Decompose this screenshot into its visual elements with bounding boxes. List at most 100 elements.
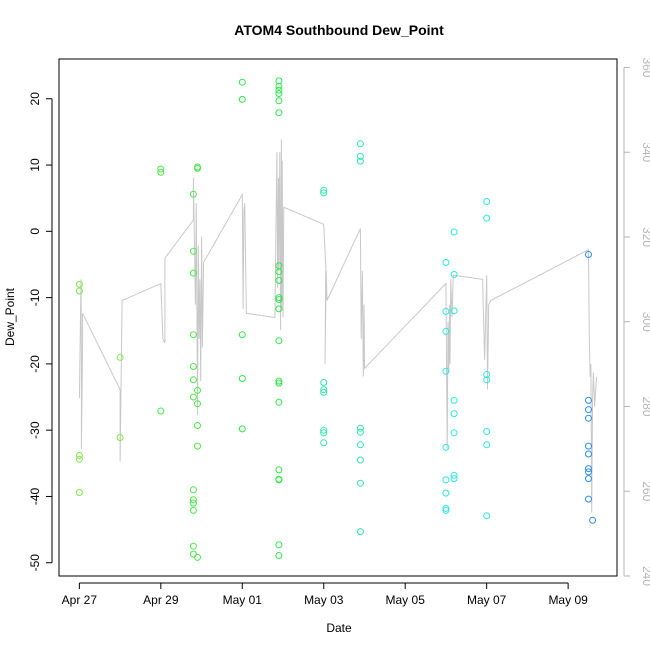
data-point [483, 214, 491, 222]
x-tick-label: Apr 27 [62, 593, 98, 607]
data-point [157, 168, 165, 176]
data-point [275, 398, 283, 406]
data-point [450, 429, 458, 437]
y-tick-label: 10 [28, 158, 42, 172]
data-point [75, 287, 83, 295]
data-point [585, 475, 592, 483]
data-point [189, 542, 197, 550]
data-point [116, 434, 124, 441]
x-tick-label: May 07 [467, 593, 507, 607]
data-point [238, 375, 246, 382]
data-point [157, 407, 165, 415]
data-point [585, 495, 592, 503]
data-point [356, 441, 364, 449]
x-axis-label: Date [326, 621, 352, 635]
data-point [238, 78, 246, 86]
data-point [275, 86, 283, 94]
data-point [356, 428, 364, 436]
y-tick-label: 0 [28, 228, 42, 235]
data-point [189, 550, 197, 558]
data-point [189, 331, 197, 339]
x-tick-label: May 05 [386, 593, 426, 607]
data-point [483, 371, 491, 378]
plot-frame [58, 58, 618, 577]
y-tick-label: -40 [28, 487, 42, 505]
data-point [585, 450, 592, 458]
data-point [585, 442, 592, 450]
data-point [275, 305, 283, 313]
data-point [356, 456, 364, 464]
data-point [194, 400, 201, 408]
data-point [450, 471, 458, 479]
data-point [450, 410, 458, 418]
data-point [275, 109, 283, 117]
data-point [275, 294, 283, 302]
data-point [75, 451, 83, 459]
data-point [238, 425, 246, 433]
data-point [450, 307, 458, 315]
right-tick-label: 280 [640, 396, 650, 416]
y-axis-label: Dew_Point [3, 287, 17, 346]
data-point [275, 90, 283, 97]
data-point [275, 466, 283, 474]
data-point [585, 396, 592, 404]
data-point [275, 379, 283, 387]
data-point [442, 367, 450, 375]
data-point [320, 189, 328, 197]
data-point [356, 157, 364, 165]
right-tick-label: 340 [640, 142, 650, 162]
data-point [450, 475, 458, 483]
data-point [483, 198, 491, 205]
data-point [275, 541, 283, 549]
data-point [275, 377, 283, 385]
data-point [483, 376, 491, 384]
data-point [356, 424, 364, 432]
data-point [320, 186, 328, 194]
data-point [275, 268, 283, 276]
data-point [442, 489, 450, 497]
data-point [356, 479, 364, 487]
y-tick-label: -20 [28, 355, 42, 373]
data-point [442, 504, 450, 512]
data-point [450, 228, 458, 236]
x-tick-label: May 01 [223, 593, 263, 607]
data-point [116, 353, 124, 361]
data-point [238, 331, 246, 339]
data-point [194, 442, 201, 450]
x-tick-label: May 03 [304, 593, 344, 607]
data-point [275, 82, 283, 90]
data-point [585, 414, 592, 422]
data-point [320, 429, 328, 437]
chart-title: ATOM4 Southbound Dew_Point [234, 22, 444, 38]
data-point [450, 396, 458, 404]
data-point [585, 468, 592, 476]
data-point [585, 465, 592, 473]
data-point [189, 269, 197, 277]
data-point [194, 386, 201, 394]
data-point [275, 97, 283, 105]
data-point [238, 95, 246, 103]
data-point [189, 190, 197, 198]
data-point [189, 393, 197, 401]
data-point [356, 140, 364, 148]
data-point [194, 164, 201, 172]
data-point [442, 443, 450, 451]
data-point [483, 428, 491, 435]
data-point [320, 439, 328, 447]
data-point [275, 337, 283, 345]
data-point [483, 512, 491, 520]
right-tick-label: 320 [640, 227, 650, 247]
track-line [78, 139, 598, 513]
data-point [356, 528, 364, 536]
x-tick-label: May 09 [548, 593, 588, 607]
data-point [442, 327, 450, 335]
data-point [356, 152, 364, 160]
track-line-layer [78, 139, 598, 513]
data-point [275, 296, 283, 304]
data-point [189, 363, 197, 370]
data-point [189, 376, 197, 384]
data-point [320, 386, 328, 394]
data-point [442, 259, 450, 266]
right-tick-label: 260 [640, 481, 650, 501]
y-tick-label: -10 [28, 289, 42, 307]
